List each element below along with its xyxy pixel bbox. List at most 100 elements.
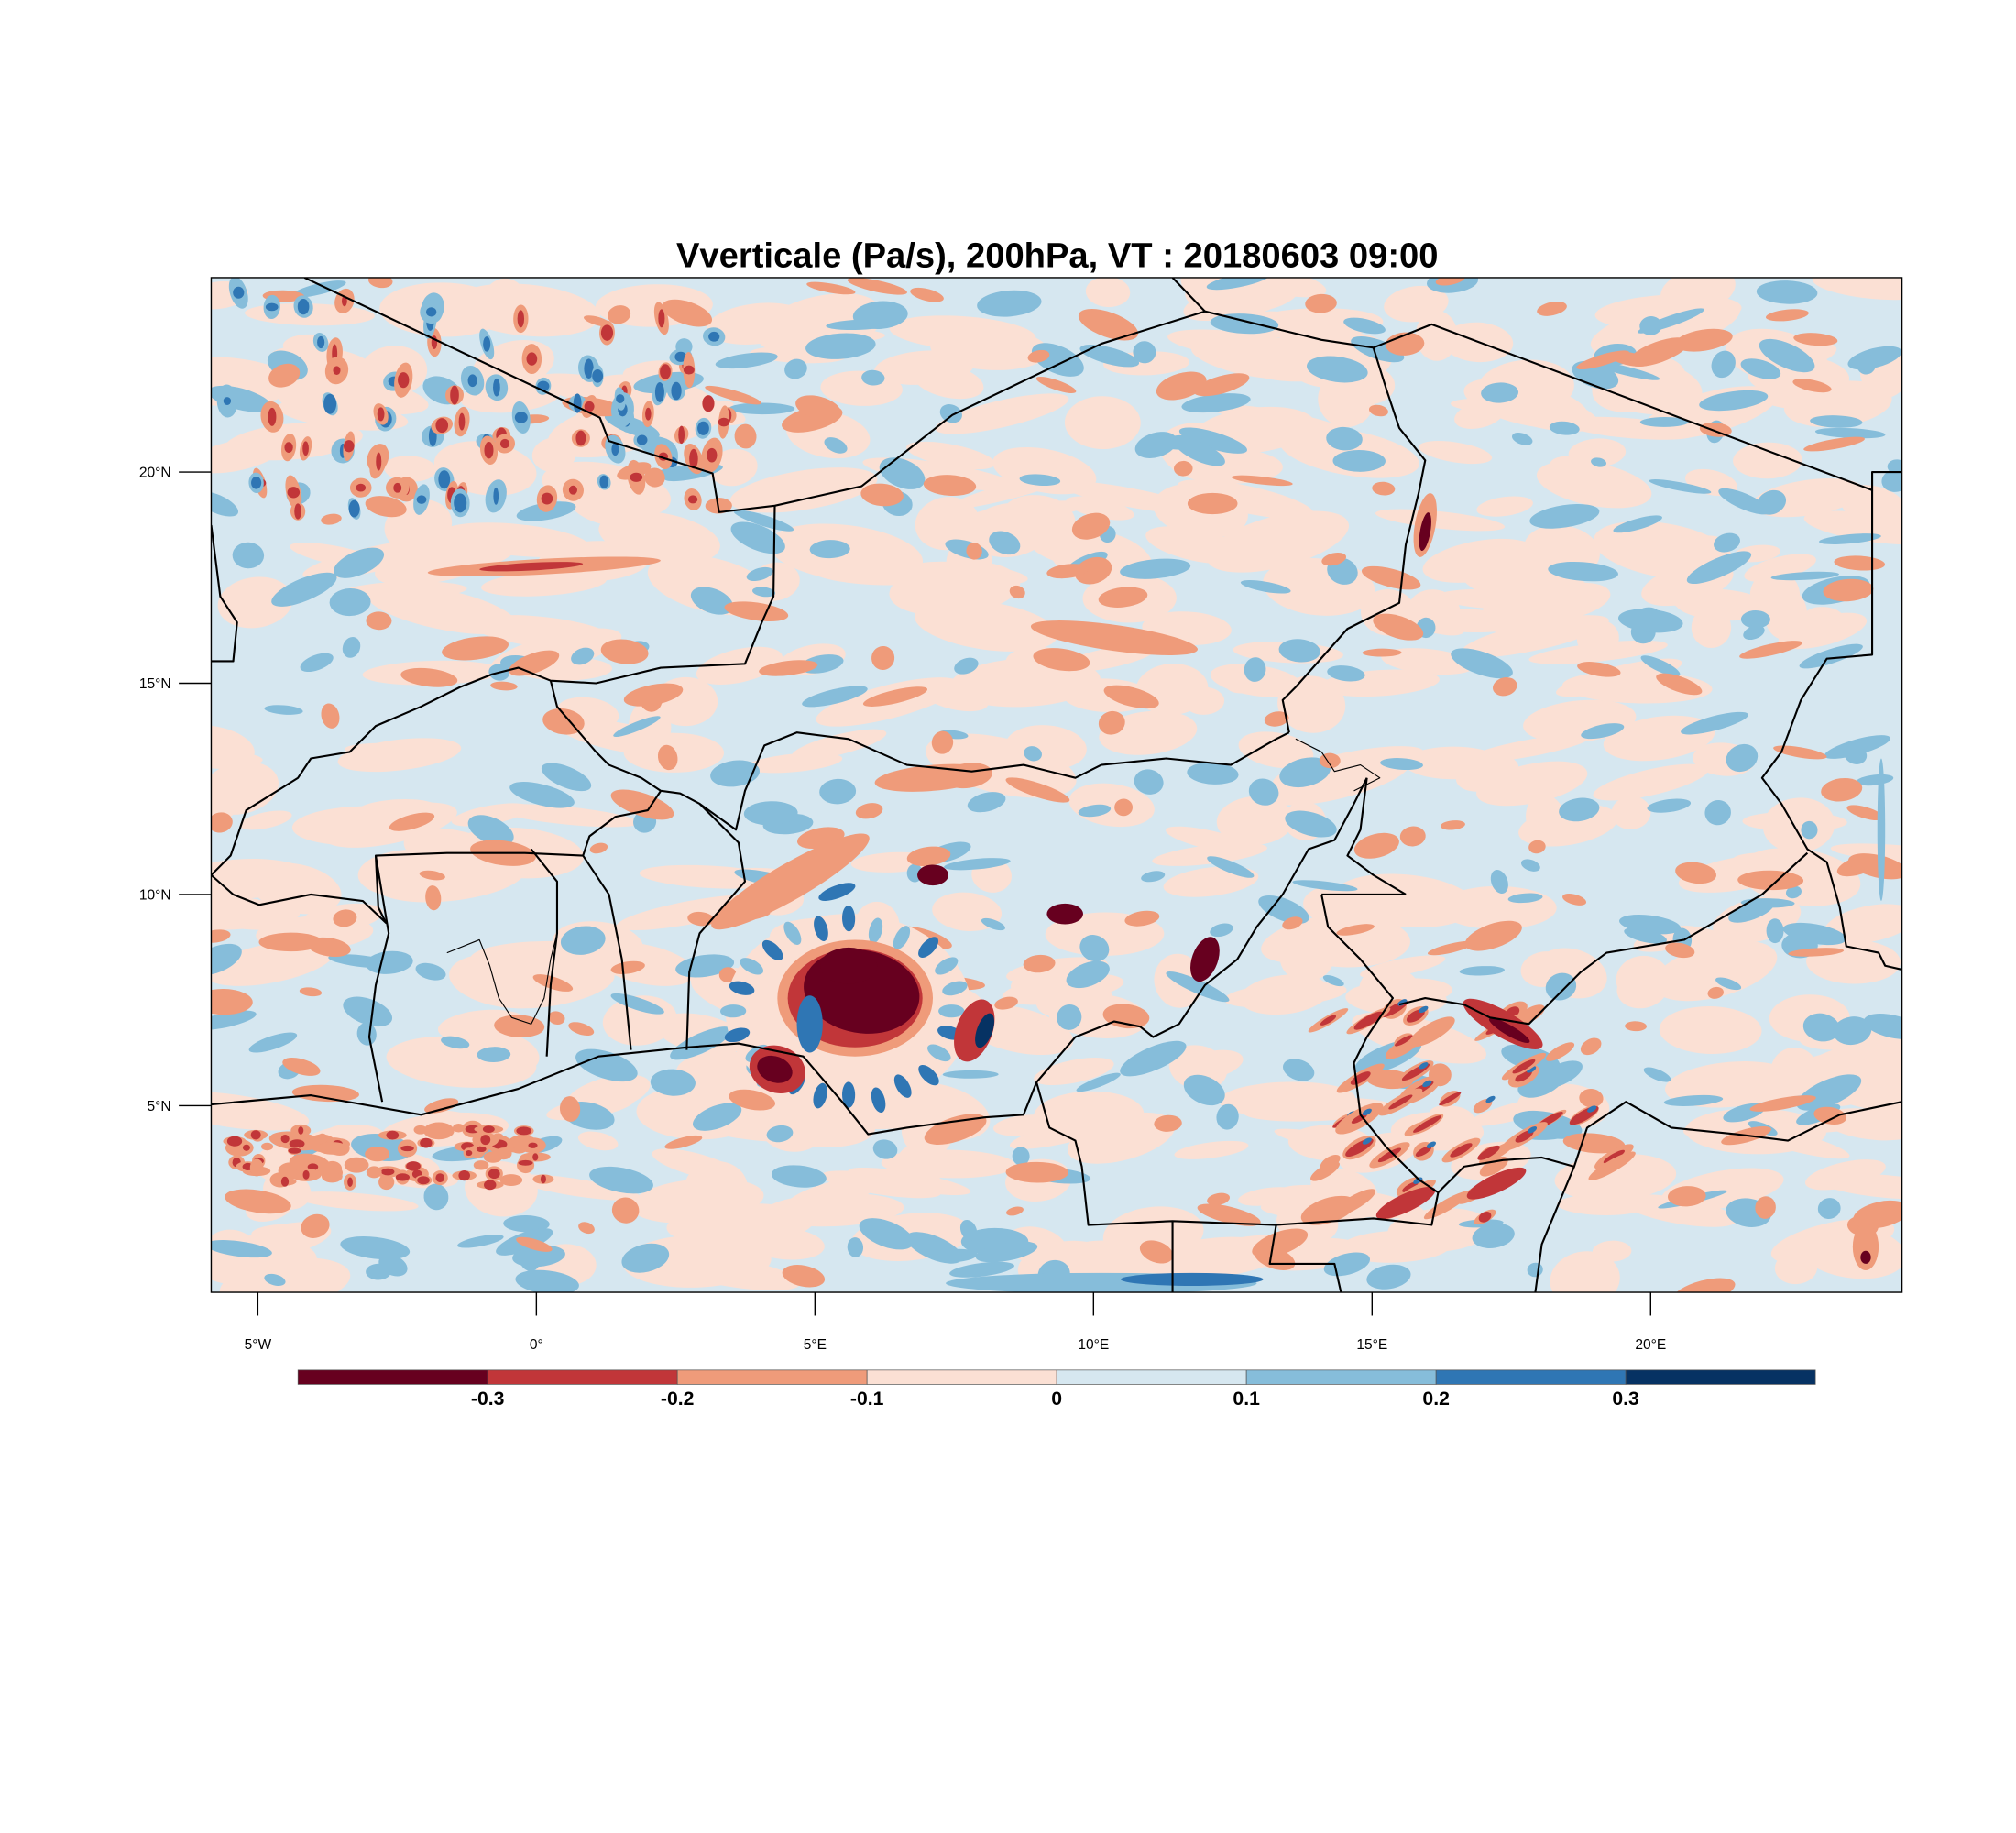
contour-cell bbox=[1821, 777, 1863, 802]
contour-cell bbox=[300, 653, 334, 673]
contour-cell bbox=[514, 412, 528, 423]
contour-cell bbox=[1219, 1081, 1355, 1117]
contour-cell bbox=[377, 407, 385, 422]
contour-cell bbox=[226, 1136, 243, 1147]
contour-cell bbox=[264, 1273, 286, 1286]
contour-cell bbox=[1733, 442, 1802, 479]
contour-cell bbox=[333, 366, 341, 376]
contour-cell bbox=[344, 581, 467, 599]
contour-cell bbox=[914, 599, 1058, 652]
contour-cell bbox=[250, 1130, 261, 1140]
contour-cell bbox=[802, 686, 868, 708]
contour-cell bbox=[630, 472, 643, 482]
contour-cell bbox=[791, 729, 887, 760]
contour-cell bbox=[1846, 805, 1884, 821]
contour-cell bbox=[1881, 468, 1902, 492]
contour-cell bbox=[859, 1218, 914, 1250]
contour-cell bbox=[1085, 277, 1131, 308]
contour-cell bbox=[1562, 1133, 1626, 1154]
contour-cell bbox=[1058, 481, 1200, 514]
contour-cell bbox=[967, 792, 1006, 813]
colorbar-label: 0 bbox=[1051, 1388, 1062, 1410]
contour-cell bbox=[239, 810, 292, 830]
contour-cell bbox=[1197, 1203, 1261, 1226]
contour-cell bbox=[1493, 677, 1517, 697]
contour-cell bbox=[809, 540, 850, 559]
contour-cell bbox=[578, 1222, 595, 1235]
contour-cell bbox=[1562, 893, 1587, 906]
contour-cell bbox=[1079, 345, 1140, 368]
contour-cell bbox=[1624, 927, 1667, 944]
contour-cell bbox=[1667, 1186, 1706, 1207]
contour-cell bbox=[636, 434, 648, 445]
contour-cell bbox=[689, 448, 698, 469]
contour-cell bbox=[704, 1121, 829, 1143]
contour-cell bbox=[1639, 416, 1689, 427]
contour-cell bbox=[442, 636, 509, 661]
contour-cell bbox=[855, 803, 883, 819]
contour-cell bbox=[1665, 942, 1695, 959]
contour-cell bbox=[645, 407, 652, 421]
contour-cell bbox=[906, 846, 951, 867]
contour-cell bbox=[1726, 743, 1759, 773]
contour-cell bbox=[291, 280, 346, 298]
contour-cell bbox=[913, 364, 984, 400]
contour-cell bbox=[1466, 734, 1591, 763]
contour-cell bbox=[291, 1084, 359, 1103]
contour-cell bbox=[366, 1166, 382, 1179]
contour-cell bbox=[1579, 1089, 1604, 1108]
contour-cell bbox=[1331, 1189, 1376, 1217]
contour-cell bbox=[1686, 551, 1752, 585]
contour-cell bbox=[1175, 1049, 1244, 1081]
contour-cell bbox=[366, 611, 392, 631]
contour-cell bbox=[1603, 1149, 1625, 1164]
contour-cell bbox=[1012, 1147, 1030, 1166]
contour-cell bbox=[783, 296, 881, 343]
contour-cell bbox=[918, 937, 939, 959]
contour-cell bbox=[1548, 561, 1618, 582]
contour-cell bbox=[824, 437, 848, 454]
contour-cell bbox=[1762, 797, 1835, 853]
contour-cell bbox=[729, 1089, 776, 1111]
contour-cell bbox=[893, 1074, 912, 1098]
contour-cell bbox=[211, 491, 239, 517]
contour-cell bbox=[842, 1081, 856, 1108]
contour-cell bbox=[321, 513, 342, 525]
contour-cell bbox=[1576, 350, 1629, 370]
contour-cell bbox=[1154, 1114, 1182, 1132]
contour-cell bbox=[317, 335, 325, 349]
contour-cell bbox=[1852, 1224, 1879, 1270]
contour-cell bbox=[573, 393, 582, 413]
contour-cell bbox=[493, 487, 499, 505]
contour-cell bbox=[746, 566, 773, 582]
contour-cell bbox=[1362, 1137, 1373, 1145]
contour-cell bbox=[1628, 337, 1689, 367]
contour-cell bbox=[861, 369, 885, 386]
border-line bbox=[1268, 1224, 1342, 1293]
contour-cell bbox=[1788, 948, 1845, 957]
contour-cell bbox=[1333, 873, 1476, 927]
contour-cell bbox=[935, 393, 1069, 434]
contour-cell bbox=[1778, 612, 1868, 650]
contour-cell bbox=[367, 277, 393, 289]
contour-cell bbox=[715, 352, 778, 369]
contour-cell bbox=[442, 522, 590, 557]
contour-cell bbox=[915, 509, 967, 540]
contour-cell bbox=[416, 495, 427, 504]
border-line bbox=[1346, 777, 1407, 895]
contour-cell bbox=[711, 833, 870, 930]
contour-cell bbox=[1740, 610, 1770, 629]
colorbar-label: -0.1 bbox=[850, 1388, 884, 1410]
contour-cell bbox=[872, 1139, 898, 1159]
contour-cell bbox=[1427, 940, 1475, 956]
contour-cell bbox=[1006, 1206, 1024, 1216]
contour-cell bbox=[1412, 1115, 1442, 1133]
contour-cell bbox=[690, 587, 734, 615]
contour-cell bbox=[939, 404, 962, 423]
contour-cell bbox=[251, 477, 262, 489]
contour-cell bbox=[734, 423, 757, 449]
map-frame bbox=[210, 277, 1903, 1293]
contour-cell bbox=[389, 812, 435, 831]
contour-cell bbox=[1023, 954, 1056, 973]
contour-cell bbox=[1422, 1080, 1432, 1088]
